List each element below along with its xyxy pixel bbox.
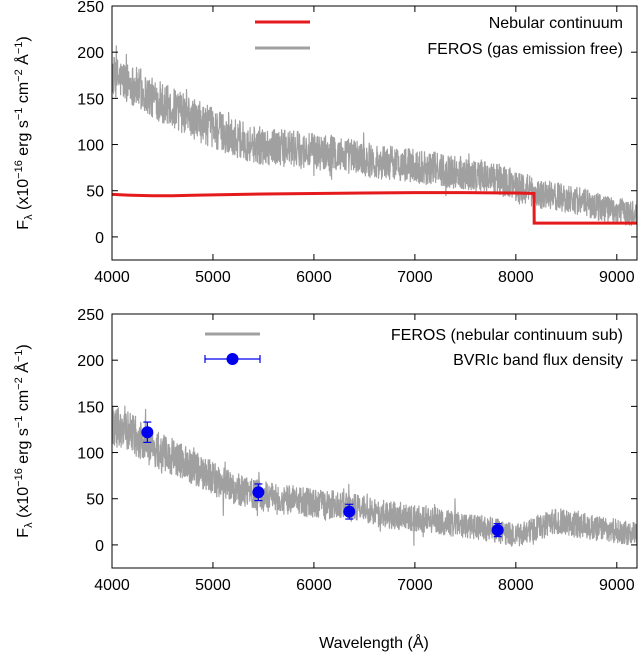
bottom-x-axis-ticks: 4000 5000 6000 7000 8000 9000 (94, 314, 635, 594)
y-tick-label: 100 (77, 138, 104, 155)
x-tick-label: 5000 (195, 577, 231, 594)
x-tick-label: 6000 (296, 577, 332, 594)
x-tick-label: 7000 (397, 269, 433, 286)
bottom-x-axis-label: Wavelength (Å) (319, 633, 429, 652)
top-ylabel-cm: cm (15, 82, 32, 108)
top-ylabel-exp3: −2 (13, 69, 25, 82)
top-plot-frame (111, 5, 638, 261)
legend-label-nebular: Nebular continuum (489, 15, 623, 32)
top-ylabel-exp4: −1 (13, 42, 25, 55)
y-tick-label: 150 (77, 399, 104, 416)
top-ylabel-close: ) (15, 36, 32, 41)
bottom-panel: 4000 5000 6000 7000 8000 9000 0 50 100 150 200 250… (13, 307, 638, 652)
bottom-points-layer (141, 421, 504, 538)
x-tick-label: 7000 (397, 577, 433, 594)
legend-marker-bvric (226, 353, 239, 365)
legend-label-bvric: BVRIc band flux density (453, 352, 623, 369)
x-tick-label: 9000 (599, 269, 635, 286)
top-ylabel-ang: Å (13, 54, 32, 69)
top-ylabel-f: F (15, 220, 32, 230)
x-tick-label: 9000 (599, 577, 635, 594)
series-line-feros (112, 45, 637, 226)
top-y-axis-label: Fλ (x10−16 erg s−1 cm−2 Å−1) (13, 36, 35, 229)
data-point (491, 524, 504, 537)
top-ylabel-exp1: −16 (13, 160, 25, 179)
y-tick-label: 50 (86, 184, 104, 201)
legend-label-feros-sub: FEROS (nebular continuum sub) (391, 327, 623, 344)
bot-ylabel-f: F (15, 528, 32, 538)
top-ylabel-open: (x10 (15, 179, 32, 215)
data-point (141, 426, 154, 439)
bot-ylabel-close: ) (15, 344, 32, 349)
bottom-y-axis-ticks: 0 50 100 150 200 250 (77, 307, 637, 555)
bottom-series-layer (112, 405, 637, 547)
bot-ylabel-lambda: λ (23, 522, 35, 528)
x-tick-label: 8000 (498, 269, 534, 286)
series-line-feros (112, 405, 637, 547)
y-tick-label: 200 (77, 45, 104, 62)
top-legend: Nebular continuum FEROS (gas emission fr… (255, 15, 623, 58)
y-tick-label: 250 (77, 307, 104, 324)
bottom-plot-frame (111, 313, 638, 569)
bottom-plot-data (112, 405, 637, 547)
x-tick-label: 4000 (94, 577, 130, 594)
data-point (252, 486, 265, 499)
top-plot-data (112, 45, 637, 226)
bot-ylabel-exp2: −1 (13, 416, 25, 429)
top-y-axis-ticks: 0 50 100 150 200 250 (77, 0, 637, 247)
y-tick-label: 100 (77, 446, 104, 463)
top-series-layer (112, 45, 637, 226)
top-ylabel-lambda: λ (23, 214, 35, 220)
x-tick-label: 8000 (498, 577, 534, 594)
top-panel: 4000 5000 6000 7000 8000 9000 0 50 100 150 200 250… (13, 0, 638, 286)
top-ylabel-erg: erg s (15, 120, 32, 160)
y-tick-label: 200 (77, 353, 104, 370)
y-tick-label: 0 (95, 538, 104, 555)
bot-ylabel-exp3: −2 (13, 377, 25, 390)
top-x-axis-ticks: 4000 5000 6000 7000 8000 9000 (94, 6, 635, 286)
bottom-legend: FEROS (nebular continuum sub) BVRIc band… (204, 327, 623, 369)
series-line-nebular (112, 191, 637, 225)
y-tick-label: 250 (77, 0, 104, 16)
x-tick-label: 6000 (296, 269, 332, 286)
bot-ylabel-exp1: −16 (13, 468, 25, 487)
bot-ylabel-cm: cm (15, 390, 32, 416)
bot-ylabel-ang: Å (13, 362, 32, 377)
y-tick-label: 0 (95, 230, 104, 247)
bot-ylabel-exp4: −1 (13, 350, 25, 363)
top-ylabel-exp2: −1 (13, 108, 25, 121)
x-tick-label: 5000 (195, 269, 231, 286)
data-point (343, 505, 356, 518)
bot-ylabel-erg: erg s (15, 428, 32, 468)
x-tick-label: 4000 (94, 269, 130, 286)
y-tick-label: 50 (86, 492, 104, 509)
bot-ylabel-open: (x10 (15, 487, 32, 523)
y-tick-label: 150 (77, 91, 104, 108)
legend-label-feros-free: FEROS (gas emission free) (427, 41, 623, 58)
bottom-y-axis-label: Fλ (x10−16 erg s−1 cm−2 Å−1) (13, 344, 35, 537)
